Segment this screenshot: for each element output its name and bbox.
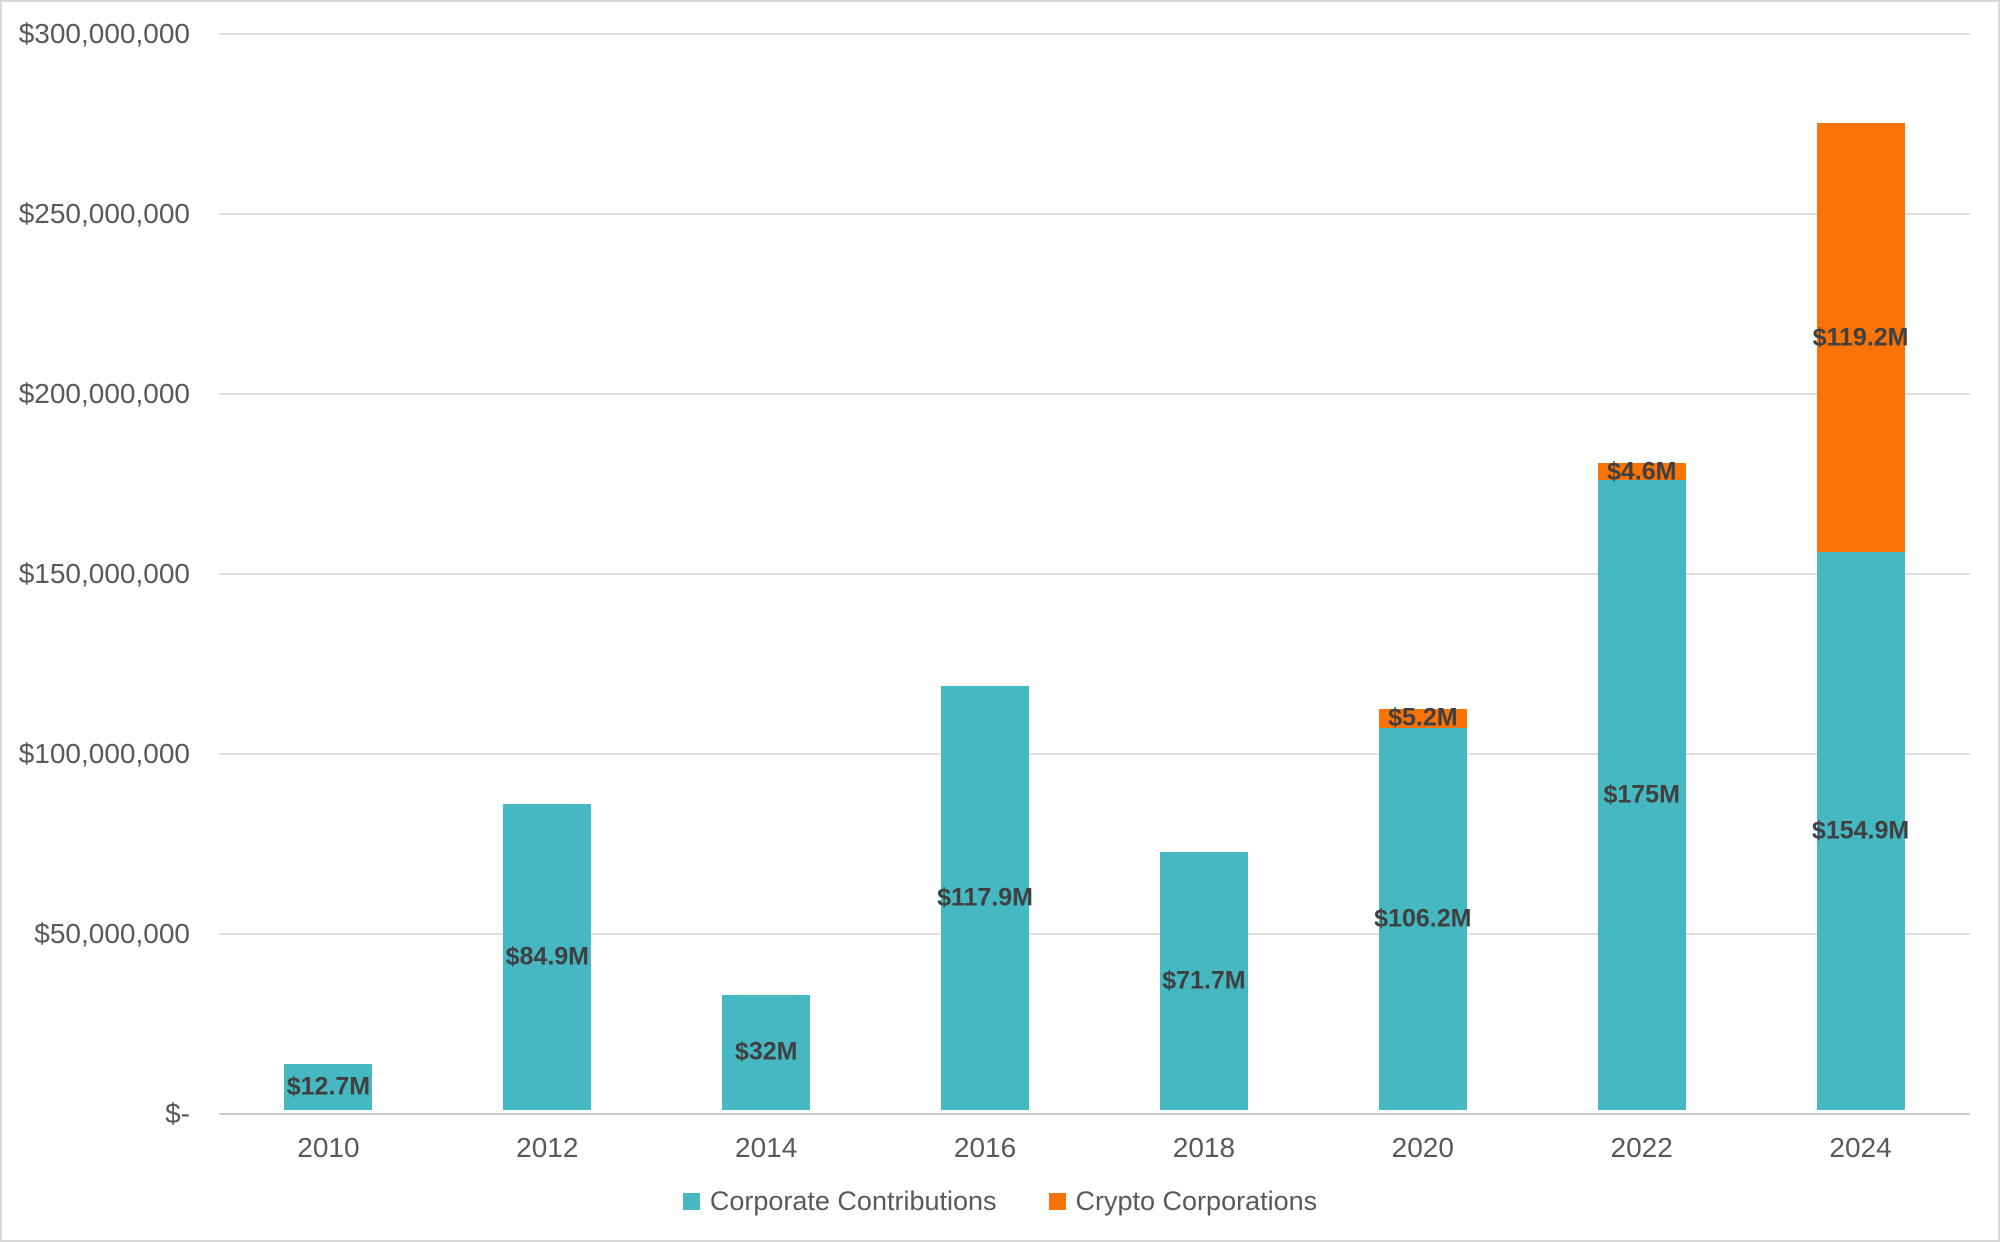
gridline [219,753,1970,755]
bar-segment[interactable]: $117.9M [937,685,1033,1110]
data-label: $71.7M [1162,966,1246,995]
x-axis-tick-label: 2024 [1829,1132,1892,1163]
x-axis-tick-label: 2022 [1610,1132,1673,1163]
y-axis-tick-label: $- [165,1098,190,1129]
bar-slot-2018: $71.7M [1095,30,1314,1110]
x-axis-tick-label: 2020 [1391,1132,1454,1163]
gridline [219,1113,1970,1115]
y-axis-tick-label: $100,000,000 [18,738,190,769]
data-label: $117.9M [937,883,1034,912]
gridline [219,33,1970,35]
bar-segment[interactable]: $175M [1597,480,1686,1110]
legend-label-corporate-contributions: Corporate Contributions [709,1186,997,1216]
y-axis-tick-label: $150,000,000 [18,558,190,589]
gridline [219,213,1970,215]
bar-slot-2016: $117.9M [876,30,1095,1110]
bar-slot-2024: $154.9M $119.2M [1751,30,1970,1110]
bar-slot-2022: $175M $4.6M [1532,30,1751,1110]
stacked-bar-2022[interactable]: $175M $4.6M [1597,30,1686,1110]
stacked-bar-2012[interactable]: $84.9M [503,30,592,1110]
stacked-bar-2014[interactable]: $32M [722,30,811,1110]
bar-segment[interactable]: $84.9M [503,804,592,1110]
bar-segment[interactable]: $5.2M [1378,704,1467,732]
stacked-bar-2016[interactable]: $117.9M [937,30,1033,1110]
stacked-bar-2020[interactable]: $106.2M $5.2M [1374,30,1471,1110]
bar-slot-2010: $12.7M [219,30,438,1110]
x-axis-tick-label: 2016 [953,1132,1017,1163]
x-axis-tick-label: 2018 [1172,1132,1236,1163]
data-label: $84.9M [505,942,590,971]
data-label: $106.2M [1374,904,1472,933]
data-label: $12.7M [286,1072,371,1101]
bar-segment[interactable]: $32M [722,994,811,1110]
y-axis-tick-label: $200,000,000 [18,378,190,409]
data-label: $119.2M [1812,323,1909,352]
x-axis-tick-label: 2010 [297,1132,360,1163]
data-label: $32M [734,1037,798,1066]
y-axis-tick-label: $300,000,000 [18,18,190,49]
legend-item-corporate-contributions: Corporate Contributions [682,1186,997,1217]
legend: Corporate Contributions Crypto Corporati… [2,1186,1998,1217]
bar-segment[interactable]: $12.7M [284,1064,373,1110]
stacked-bar-2018[interactable]: $71.7M [1159,30,1248,1110]
bar-segment[interactable]: $106.2M [1374,727,1471,1110]
bar-slot-2014: $32M [657,30,876,1110]
bar-slot-2020: $106.2M $5.2M [1313,30,1532,1110]
bar-segment[interactable]: $71.7M [1159,851,1248,1110]
x-axis-tick-label: 2014 [735,1132,798,1163]
crypto-corporations-swatch-icon [1048,1193,1066,1210]
data-label: $4.6M [1606,457,1677,486]
legend-label-crypto-corporations: Crypto Corporations [1075,1186,1318,1216]
bar-segment[interactable]: $4.6M [1597,457,1686,485]
corporate-contributions-swatch-icon [682,1193,700,1210]
bar-slot-2012: $84.9M [438,30,657,1110]
bar-segment[interactable]: $154.9M [1812,552,1909,1110]
gridline [219,573,1970,575]
gridline [219,393,1970,395]
bar-segment[interactable]: $119.2M [1813,123,1909,553]
gridline [219,933,1970,935]
y-axis-tick-label: $50,000,000 [34,918,190,949]
y-axis-tick-label: $250,000,000 [18,198,190,229]
stacked-bar-2024[interactable]: $154.9M $119.2M [1812,30,1909,1110]
data-label: $175M [1603,780,1680,809]
data-label: $5.2M [1388,703,1458,732]
x-axis-tick-label: 2012 [516,1132,579,1163]
legend-item-crypto-corporations: Crypto Corporations [1048,1186,1318,1217]
stacked-bar-2010[interactable]: $12.7M [284,30,373,1110]
data-label: $154.9M [1811,816,1910,845]
